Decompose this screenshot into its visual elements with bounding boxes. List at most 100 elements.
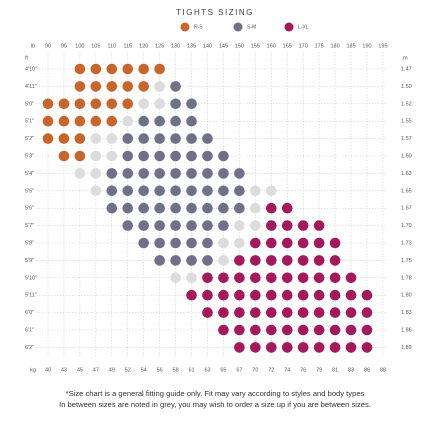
size-dot [345, 307, 357, 318]
size-dot [266, 202, 277, 214]
lb-label: 125 [155, 43, 164, 49]
size-dot [74, 168, 86, 179]
height-label: 5'4" [25, 171, 34, 177]
size-dot [281, 307, 293, 318]
size-dot [170, 220, 181, 231]
metric-label: 1.57 [401, 136, 412, 142]
size-dot [154, 63, 165, 75]
size-dot [361, 342, 373, 353]
lb-label: 110 [107, 43, 116, 49]
size-dot [74, 133, 86, 144]
size-dot [74, 63, 86, 75]
size-dot [202, 150, 213, 162]
size-dot [58, 150, 70, 162]
size-dot [297, 324, 309, 336]
size-dot [42, 98, 54, 110]
size-dot [170, 150, 181, 162]
size-dot [297, 237, 309, 249]
kg-label: 88 [380, 367, 386, 373]
size-dot [250, 272, 261, 284]
size-dot [250, 342, 261, 353]
size-dot [170, 115, 181, 127]
height-label: 4'11" [25, 84, 37, 90]
unit-label: kg [30, 367, 36, 373]
size-dot [106, 133, 118, 144]
size-dot [170, 81, 181, 92]
height-label: 6'1" [25, 327, 34, 333]
height-label: 5'3" [25, 153, 34, 159]
lb-label: 190 [362, 43, 371, 49]
size-dot [218, 220, 229, 231]
kg-label: 52 [125, 367, 131, 373]
height-label: 5'10" [25, 275, 37, 281]
unit-label: ft [25, 55, 29, 61]
size-dot [218, 202, 229, 214]
size-dot [90, 115, 102, 127]
unit-label: m [403, 55, 408, 61]
metric-label: 1.80 [401, 293, 412, 299]
height-label: 6'2" [25, 345, 34, 351]
size-dot [202, 185, 213, 197]
size-dot [74, 81, 86, 92]
lb-label: 115 [123, 43, 132, 49]
size-dot [234, 324, 245, 336]
size-dot [297, 289, 309, 301]
size-dot [122, 133, 134, 144]
lb-label: 160 [267, 43, 276, 49]
kg-label: 45 [77, 367, 83, 373]
lb-label: 170 [299, 43, 308, 49]
kg-label: 65 [220, 367, 226, 373]
size-dot [313, 307, 325, 318]
size-dot [202, 307, 213, 318]
size-dot [329, 307, 341, 318]
size-dot [154, 115, 165, 127]
size-dot [90, 150, 102, 162]
metric-label: 1.75 [401, 258, 412, 264]
metric-label: 1.47 [401, 66, 412, 72]
size-dot [266, 272, 277, 284]
size-dot [281, 289, 293, 301]
size-dot [218, 272, 229, 284]
size-dot [154, 185, 165, 197]
size-dot [234, 168, 245, 179]
size-dot [234, 185, 245, 197]
size-dot [266, 220, 277, 231]
height-label: 6'0" [25, 310, 34, 316]
size-dot [218, 289, 229, 301]
lb-label: 135 [187, 43, 196, 49]
metric-label: 1.73 [401, 240, 412, 246]
size-dot [122, 63, 134, 75]
size-dot [122, 168, 134, 179]
size-dot [250, 307, 261, 318]
size-dot [106, 150, 118, 162]
size-dot [186, 237, 197, 249]
size-dot [234, 307, 245, 318]
size-dot [329, 324, 341, 336]
lb-label: 165 [283, 43, 292, 49]
size-dot [138, 150, 149, 162]
size-dot [281, 255, 293, 266]
size-dot [106, 168, 118, 179]
size-dot [90, 98, 102, 110]
size-dot [281, 202, 293, 214]
lb-label: 95 [61, 43, 67, 49]
legend-dot [180, 22, 190, 32]
size-dot [297, 220, 309, 231]
size-dot [250, 289, 261, 301]
size-dot [266, 324, 277, 336]
legend-dot [233, 22, 243, 32]
kg-label: 86 [364, 367, 370, 373]
height-label: 5'6" [25, 206, 34, 212]
size-dot [138, 115, 149, 127]
size-dot [297, 255, 309, 266]
height-label: 5'8" [25, 240, 34, 246]
size-dot [250, 255, 261, 266]
size-dot [42, 115, 54, 127]
size-dot [106, 202, 118, 214]
size-dot [266, 342, 277, 353]
size-dot [345, 324, 357, 336]
lb-label: 120 [139, 43, 148, 49]
size-dot [329, 289, 341, 301]
lb-label: 100 [75, 43, 84, 49]
lb-label: 180 [331, 43, 340, 49]
